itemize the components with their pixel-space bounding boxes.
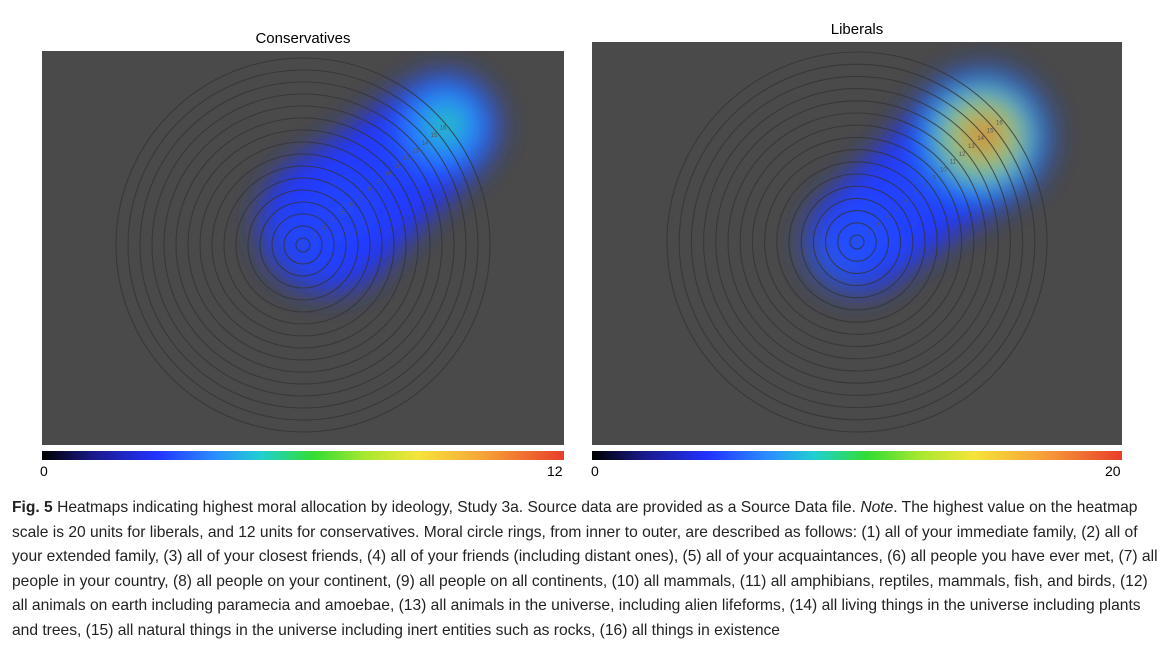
ring-label-6: 6	[350, 203, 354, 209]
ring-label-14: 14	[421, 141, 428, 147]
liberals-colorbar-max: 20	[1105, 463, 1121, 479]
moral-ring-7	[223, 165, 383, 325]
moral-ring-11	[727, 112, 987, 372]
conservatives-heatmap: 1 2 3 4 5 6 7 8 9 10 11 12 13 14 15 16	[42, 51, 564, 445]
ring-label-9: 9	[377, 179, 381, 185]
ring-label-15: 15	[431, 133, 438, 139]
ring-label-6: 6	[904, 199, 908, 205]
ring-label-2: 2	[313, 233, 317, 239]
liberals-colorbar-min: 0	[591, 463, 599, 479]
ring-label-2: 2	[867, 230, 871, 236]
moral-ring-16	[115, 57, 491, 433]
ring-label-11: 11	[394, 164, 401, 170]
ring-label-1: 1	[855, 240, 859, 246]
ring-label-10: 10	[940, 168, 947, 174]
ring-label-5: 5	[895, 207, 899, 213]
heat-layer	[802, 65, 1054, 297]
fig-label: Fig. 5	[12, 499, 53, 516]
ring-label-10: 10	[385, 172, 392, 178]
moral-ring-13	[703, 88, 1011, 396]
moral-ring-1	[849, 234, 865, 250]
moral-ring-1	[295, 237, 311, 253]
moral-ring-3	[825, 210, 889, 274]
moral-ring-4	[259, 201, 347, 289]
moral-ring-8	[211, 153, 395, 337]
moral-ring-7	[776, 161, 938, 323]
moral-ring-5	[247, 189, 359, 301]
moral-ring-8	[764, 149, 950, 335]
ring-label-3: 3	[876, 223, 880, 229]
conservatives-title: Conservatives	[255, 30, 351, 47]
note-label: Note	[860, 499, 894, 516]
moral-ring-5	[800, 185, 914, 299]
liberals-colorbar	[592, 451, 1122, 460]
conservatives-colorbar-min: 0	[40, 463, 48, 479]
ring-label-4: 4	[331, 218, 335, 224]
moral-ring-13	[151, 93, 455, 397]
moral-ring-2	[283, 225, 323, 265]
ring-label-12: 12	[403, 156, 410, 162]
ring-label-7: 7	[914, 191, 918, 197]
moral-ring-10	[187, 129, 419, 361]
moral-ring-11	[175, 117, 431, 373]
conservatives-colorbar	[42, 451, 564, 460]
moral-ring-15	[127, 69, 479, 421]
ring-label-16: 16	[996, 121, 1003, 127]
ring-label-13: 13	[412, 149, 419, 155]
liberals-title: Liberals	[830, 21, 884, 38]
moral-ring-14	[690, 75, 1024, 409]
moral-ring-10	[739, 124, 975, 360]
ring-label-16: 16	[440, 125, 447, 131]
ring-label-8: 8	[923, 183, 927, 189]
ring-label-9: 9	[932, 175, 936, 181]
ring-label-3: 3	[322, 226, 326, 232]
ring-label-4: 4	[886, 215, 890, 221]
caption-text-2: . The highest value on the heatmap scale…	[12, 499, 1158, 639]
moral-ring-6	[235, 177, 371, 313]
moral-ring-2	[837, 222, 877, 262]
moral-ring-9	[751, 136, 963, 348]
moral-ring-9	[199, 141, 407, 349]
ring-label-13: 13	[968, 144, 975, 150]
ring-label-15: 15	[987, 128, 994, 134]
ring-label-5: 5	[340, 210, 344, 216]
ring-label-1: 1	[301, 243, 305, 249]
moral-ring-6	[788, 173, 926, 311]
caption-text-1: Heatmaps indicating highest moral alloca…	[52, 499, 861, 516]
moral-ring-16	[666, 51, 1048, 433]
liberals-heatmap: 1 2 3 4 5 6 7 8 9 10 11 12 13 14 15 16	[592, 42, 1122, 445]
moral-ring-14	[139, 81, 467, 409]
ring-label-14: 14	[977, 136, 984, 142]
moral-ring-4	[812, 197, 902, 287]
ring-label-7: 7	[359, 195, 363, 201]
moral-ring-15	[678, 63, 1036, 421]
moral-ring-12	[715, 100, 999, 384]
moral-ring-12	[163, 105, 443, 385]
ring-label-11: 11	[950, 160, 957, 166]
conservatives-colorbar-max: 12	[547, 463, 563, 479]
ring-label-8: 8	[368, 187, 372, 193]
ring-label-12: 12	[959, 152, 966, 158]
moral-ring-3	[271, 213, 335, 277]
figure-caption: Fig. 5 Heatmaps indicating highest moral…	[12, 496, 1160, 643]
